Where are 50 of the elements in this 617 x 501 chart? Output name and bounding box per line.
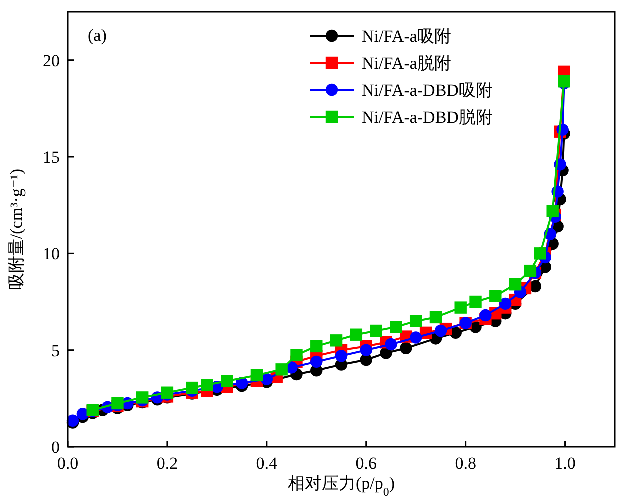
point xyxy=(290,349,303,362)
point xyxy=(136,392,149,404)
point xyxy=(480,309,492,322)
point xyxy=(350,328,363,341)
point xyxy=(330,334,343,347)
y-tick-label: 15 xyxy=(43,148,60,167)
point xyxy=(390,321,402,334)
x-tick-label: 1.0 xyxy=(554,454,576,473)
point xyxy=(509,278,522,291)
point xyxy=(380,347,392,360)
y-tick-label: 5 xyxy=(52,341,60,360)
point xyxy=(500,298,512,310)
point xyxy=(370,324,382,338)
point xyxy=(410,315,422,328)
point xyxy=(276,364,288,376)
x-tick-label: 0.2 xyxy=(156,454,178,473)
point xyxy=(490,290,502,302)
x-axis-title: 相对压力(p/p$_{0}$) xyxy=(288,474,396,499)
annotation: (a) xyxy=(88,26,107,45)
point xyxy=(400,342,412,354)
y-axis-title: 吸附量/(cm³·g⁻¹) xyxy=(7,168,26,290)
x-tick-label: 0.6 xyxy=(356,454,377,473)
point xyxy=(430,311,442,324)
y-tick-label: 10 xyxy=(43,244,60,264)
legend-label: Ni/FA-a脱附 xyxy=(362,54,452,73)
y-tick-label: 20 xyxy=(43,51,60,70)
legend-label: Ni/FA-a吸附 xyxy=(362,27,452,46)
point xyxy=(186,382,198,394)
point xyxy=(310,340,323,353)
point xyxy=(454,302,467,314)
x-tick-label: 0.8 xyxy=(455,454,476,473)
point xyxy=(524,264,537,278)
legend-label: Ni/FA-a-DBD脱附 xyxy=(362,108,493,127)
point xyxy=(335,350,348,362)
point xyxy=(434,324,448,338)
point xyxy=(221,375,234,388)
point xyxy=(250,369,264,382)
point xyxy=(201,379,214,392)
point xyxy=(470,296,482,308)
point xyxy=(310,356,323,368)
x-tick-label: 0.0 xyxy=(57,454,79,473)
point xyxy=(534,248,547,260)
x-tick-label: 0.4 xyxy=(256,454,278,473)
point xyxy=(385,338,398,351)
legend-label: Ni/FA-a-DBD吸附 xyxy=(362,81,493,100)
point xyxy=(546,205,559,218)
point xyxy=(360,344,372,356)
point xyxy=(76,408,90,420)
y-tick-label: 0 xyxy=(52,438,60,457)
point xyxy=(410,332,422,344)
